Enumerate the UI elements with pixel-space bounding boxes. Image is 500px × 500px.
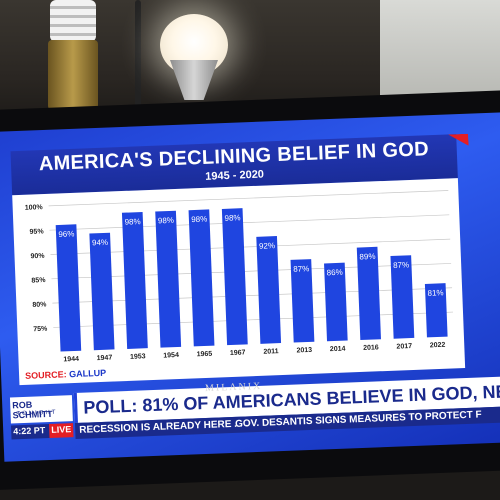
data-label: 87%	[293, 264, 309, 274]
bar	[121, 211, 148, 349]
x-tick-label: 1967	[230, 349, 246, 357]
x-tick-label: 2011	[263, 348, 279, 356]
data-label: 87%	[393, 260, 409, 270]
bar	[356, 246, 381, 340]
bar	[55, 224, 82, 352]
y-tick-label: 95%	[29, 228, 44, 236]
cable	[135, 0, 141, 110]
data-label: 94%	[92, 238, 108, 248]
x-tick-label: 2013	[296, 347, 312, 355]
chart-panel: 75% 80% 85% 90% 95% 100% 96% 1944 94% 1947 98% 1953…	[12, 178, 466, 386]
wall-background	[380, 0, 500, 95]
bar	[424, 283, 448, 338]
x-tick-label: 1965	[197, 351, 213, 359]
data-label: 81%	[427, 288, 443, 298]
bar	[188, 209, 215, 347]
gridline	[49, 214, 450, 231]
y-tick-label: 85%	[31, 277, 46, 285]
data-label: 96%	[58, 229, 74, 239]
x-tick-label: 1947	[97, 355, 113, 363]
bar	[256, 236, 282, 344]
x-tick-label: 2014	[330, 346, 346, 354]
data-label: 98%	[191, 215, 207, 225]
x-tick-label: 1954	[163, 352, 179, 360]
live-text: LIVE	[51, 424, 72, 435]
y-tick-label: 100%	[25, 204, 44, 212]
bar	[390, 255, 415, 339]
gridline	[48, 190, 449, 207]
data-label: 98%	[124, 217, 140, 227]
source-label: SOURCE:	[24, 369, 67, 381]
y-tick-label: 80%	[32, 301, 47, 309]
show-logo: ROB SCHMITT TONIGHT	[9, 395, 73, 424]
y-tick-label: 90%	[30, 253, 45, 261]
x-tick-label: 1953	[130, 353, 146, 361]
x-tick-label: 1944	[63, 356, 79, 364]
time-text: 4:22 PT	[13, 425, 46, 437]
x-tick-label: 2016	[363, 344, 379, 352]
bar	[290, 259, 315, 343]
bar	[89, 232, 115, 351]
data-label: 86%	[327, 268, 343, 278]
time-badge: 4:22 PT	[11, 424, 50, 440]
ticker-item-1: RECESSION IS ALREADY HERE . . .	[79, 418, 249, 436]
x-tick-label: 2022	[430, 342, 446, 350]
bar	[155, 210, 182, 348]
y-tick-label: 75%	[33, 326, 48, 334]
tv-brand-logo: MILANIX	[204, 380, 263, 395]
bar	[221, 208, 248, 346]
gridline	[50, 238, 451, 255]
cfl-bulb-base	[48, 40, 98, 110]
tv-frame: AMERICA'S DECLINING BELIEF IN GOD 1945 -…	[0, 89, 500, 491]
gridline	[52, 287, 453, 304]
source-value: GALLUP	[68, 367, 107, 380]
data-label: 98%	[158, 216, 174, 226]
bar-chart: 75% 80% 85% 90% 95% 100% 96% 1944 94% 1947 98% 1953…	[25, 190, 454, 364]
cfl-bulb	[50, 0, 96, 42]
x-tick-label: 2017	[396, 343, 412, 351]
data-label: 92%	[259, 241, 275, 251]
data-label: 89%	[359, 252, 375, 262]
bar	[324, 262, 348, 342]
gridline	[53, 311, 454, 328]
live-badge: LIVE	[48, 423, 74, 438]
tv-screen: AMERICA'S DECLINING BELIEF IN GOD 1945 -…	[0, 112, 500, 462]
gridline	[51, 263, 452, 280]
data-label: 98%	[224, 213, 240, 223]
